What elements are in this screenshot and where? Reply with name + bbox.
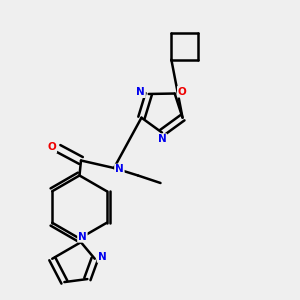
Text: O: O: [178, 87, 187, 97]
Text: O: O: [47, 142, 56, 152]
Text: N: N: [78, 232, 87, 242]
Text: N: N: [136, 87, 145, 97]
Text: N: N: [115, 164, 124, 175]
Text: N: N: [158, 134, 166, 144]
Text: N: N: [98, 252, 106, 262]
